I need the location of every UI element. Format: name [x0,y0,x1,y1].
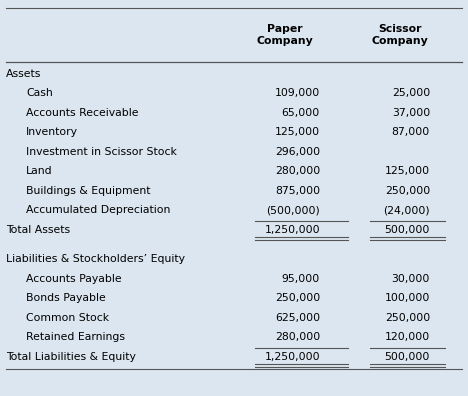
Text: Cash: Cash [26,88,53,98]
Text: Land: Land [26,166,52,176]
Text: 100,000: 100,000 [385,293,430,303]
Text: Accounts Receivable: Accounts Receivable [26,108,139,118]
Text: 250,000: 250,000 [275,293,320,303]
Text: 30,000: 30,000 [392,274,430,284]
Text: 296,000: 296,000 [275,147,320,157]
Text: 280,000: 280,000 [275,332,320,342]
Text: Total Liabilities & Equity: Total Liabilities & Equity [6,352,136,362]
Text: 25,000: 25,000 [392,88,430,98]
Text: (24,000): (24,000) [383,205,430,215]
Text: 95,000: 95,000 [282,274,320,284]
Text: Liabilities & Stockholders’ Equity: Liabilities & Stockholders’ Equity [6,254,185,264]
Text: 87,000: 87,000 [392,127,430,137]
Text: 120,000: 120,000 [385,332,430,342]
Text: Buildings & Equipment: Buildings & Equipment [26,186,151,196]
Text: 125,000: 125,000 [275,127,320,137]
Text: Paper
Company: Paper Company [256,24,314,46]
Text: Inventory: Inventory [26,127,78,137]
Text: 125,000: 125,000 [385,166,430,176]
Text: 37,000: 37,000 [392,108,430,118]
Text: 250,000: 250,000 [385,313,430,323]
Text: 65,000: 65,000 [282,108,320,118]
Text: 625,000: 625,000 [275,313,320,323]
Text: Bonds Payable: Bonds Payable [26,293,106,303]
Text: 109,000: 109,000 [275,88,320,98]
Text: Assets: Assets [6,69,41,79]
Text: 500,000: 500,000 [385,352,430,362]
Text: Accounts Payable: Accounts Payable [26,274,122,284]
Text: 1,250,000: 1,250,000 [264,225,320,235]
Text: 1,250,000: 1,250,000 [264,352,320,362]
Text: (500,000): (500,000) [266,205,320,215]
Text: 280,000: 280,000 [275,166,320,176]
Text: Scissor
Company: Scissor Company [372,24,428,46]
Text: Investment in Scissor Stock: Investment in Scissor Stock [26,147,177,157]
Text: Total Assets: Total Assets [6,225,70,235]
Text: 500,000: 500,000 [385,225,430,235]
Text: Accumulated Depreciation: Accumulated Depreciation [26,205,170,215]
Text: 250,000: 250,000 [385,186,430,196]
Text: Retained Earnings: Retained Earnings [26,332,125,342]
Text: Common Stock: Common Stock [26,313,109,323]
Text: 875,000: 875,000 [275,186,320,196]
